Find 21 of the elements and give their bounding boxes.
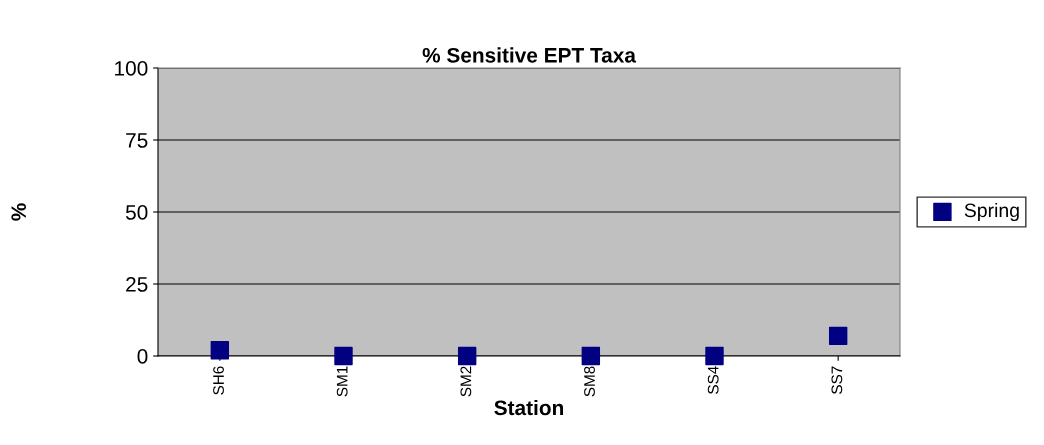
point (581, 346, 601, 366)
x-tick-label: SM2 (460, 366, 472, 397)
y-tick-label: 25 (126, 277, 148, 292)
legend-label: Spring (964, 202, 1019, 222)
x-tick-label: SS4 (707, 366, 719, 394)
point (705, 346, 724, 366)
point (334, 346, 353, 366)
y-tick-label: 75 (126, 133, 148, 148)
x-tick-label: SM1 (336, 366, 348, 397)
x-tick-label: SM8 (584, 366, 595, 397)
x-tick-label: SH6 (213, 366, 224, 395)
y-axis-title: % (11, 203, 27, 221)
y-tick-label: 0 (137, 349, 148, 364)
chart-title: % Sensitive EPT Taxa (422, 47, 637, 63)
y-tick-label: 50 (125, 205, 148, 220)
x-tick-label: SS7 (831, 366, 843, 394)
point (457, 346, 477, 366)
point (828, 326, 848, 346)
x-axis-title: Station (494, 399, 564, 416)
y-tick-label: 100 (115, 61, 148, 76)
point (210, 341, 230, 360)
